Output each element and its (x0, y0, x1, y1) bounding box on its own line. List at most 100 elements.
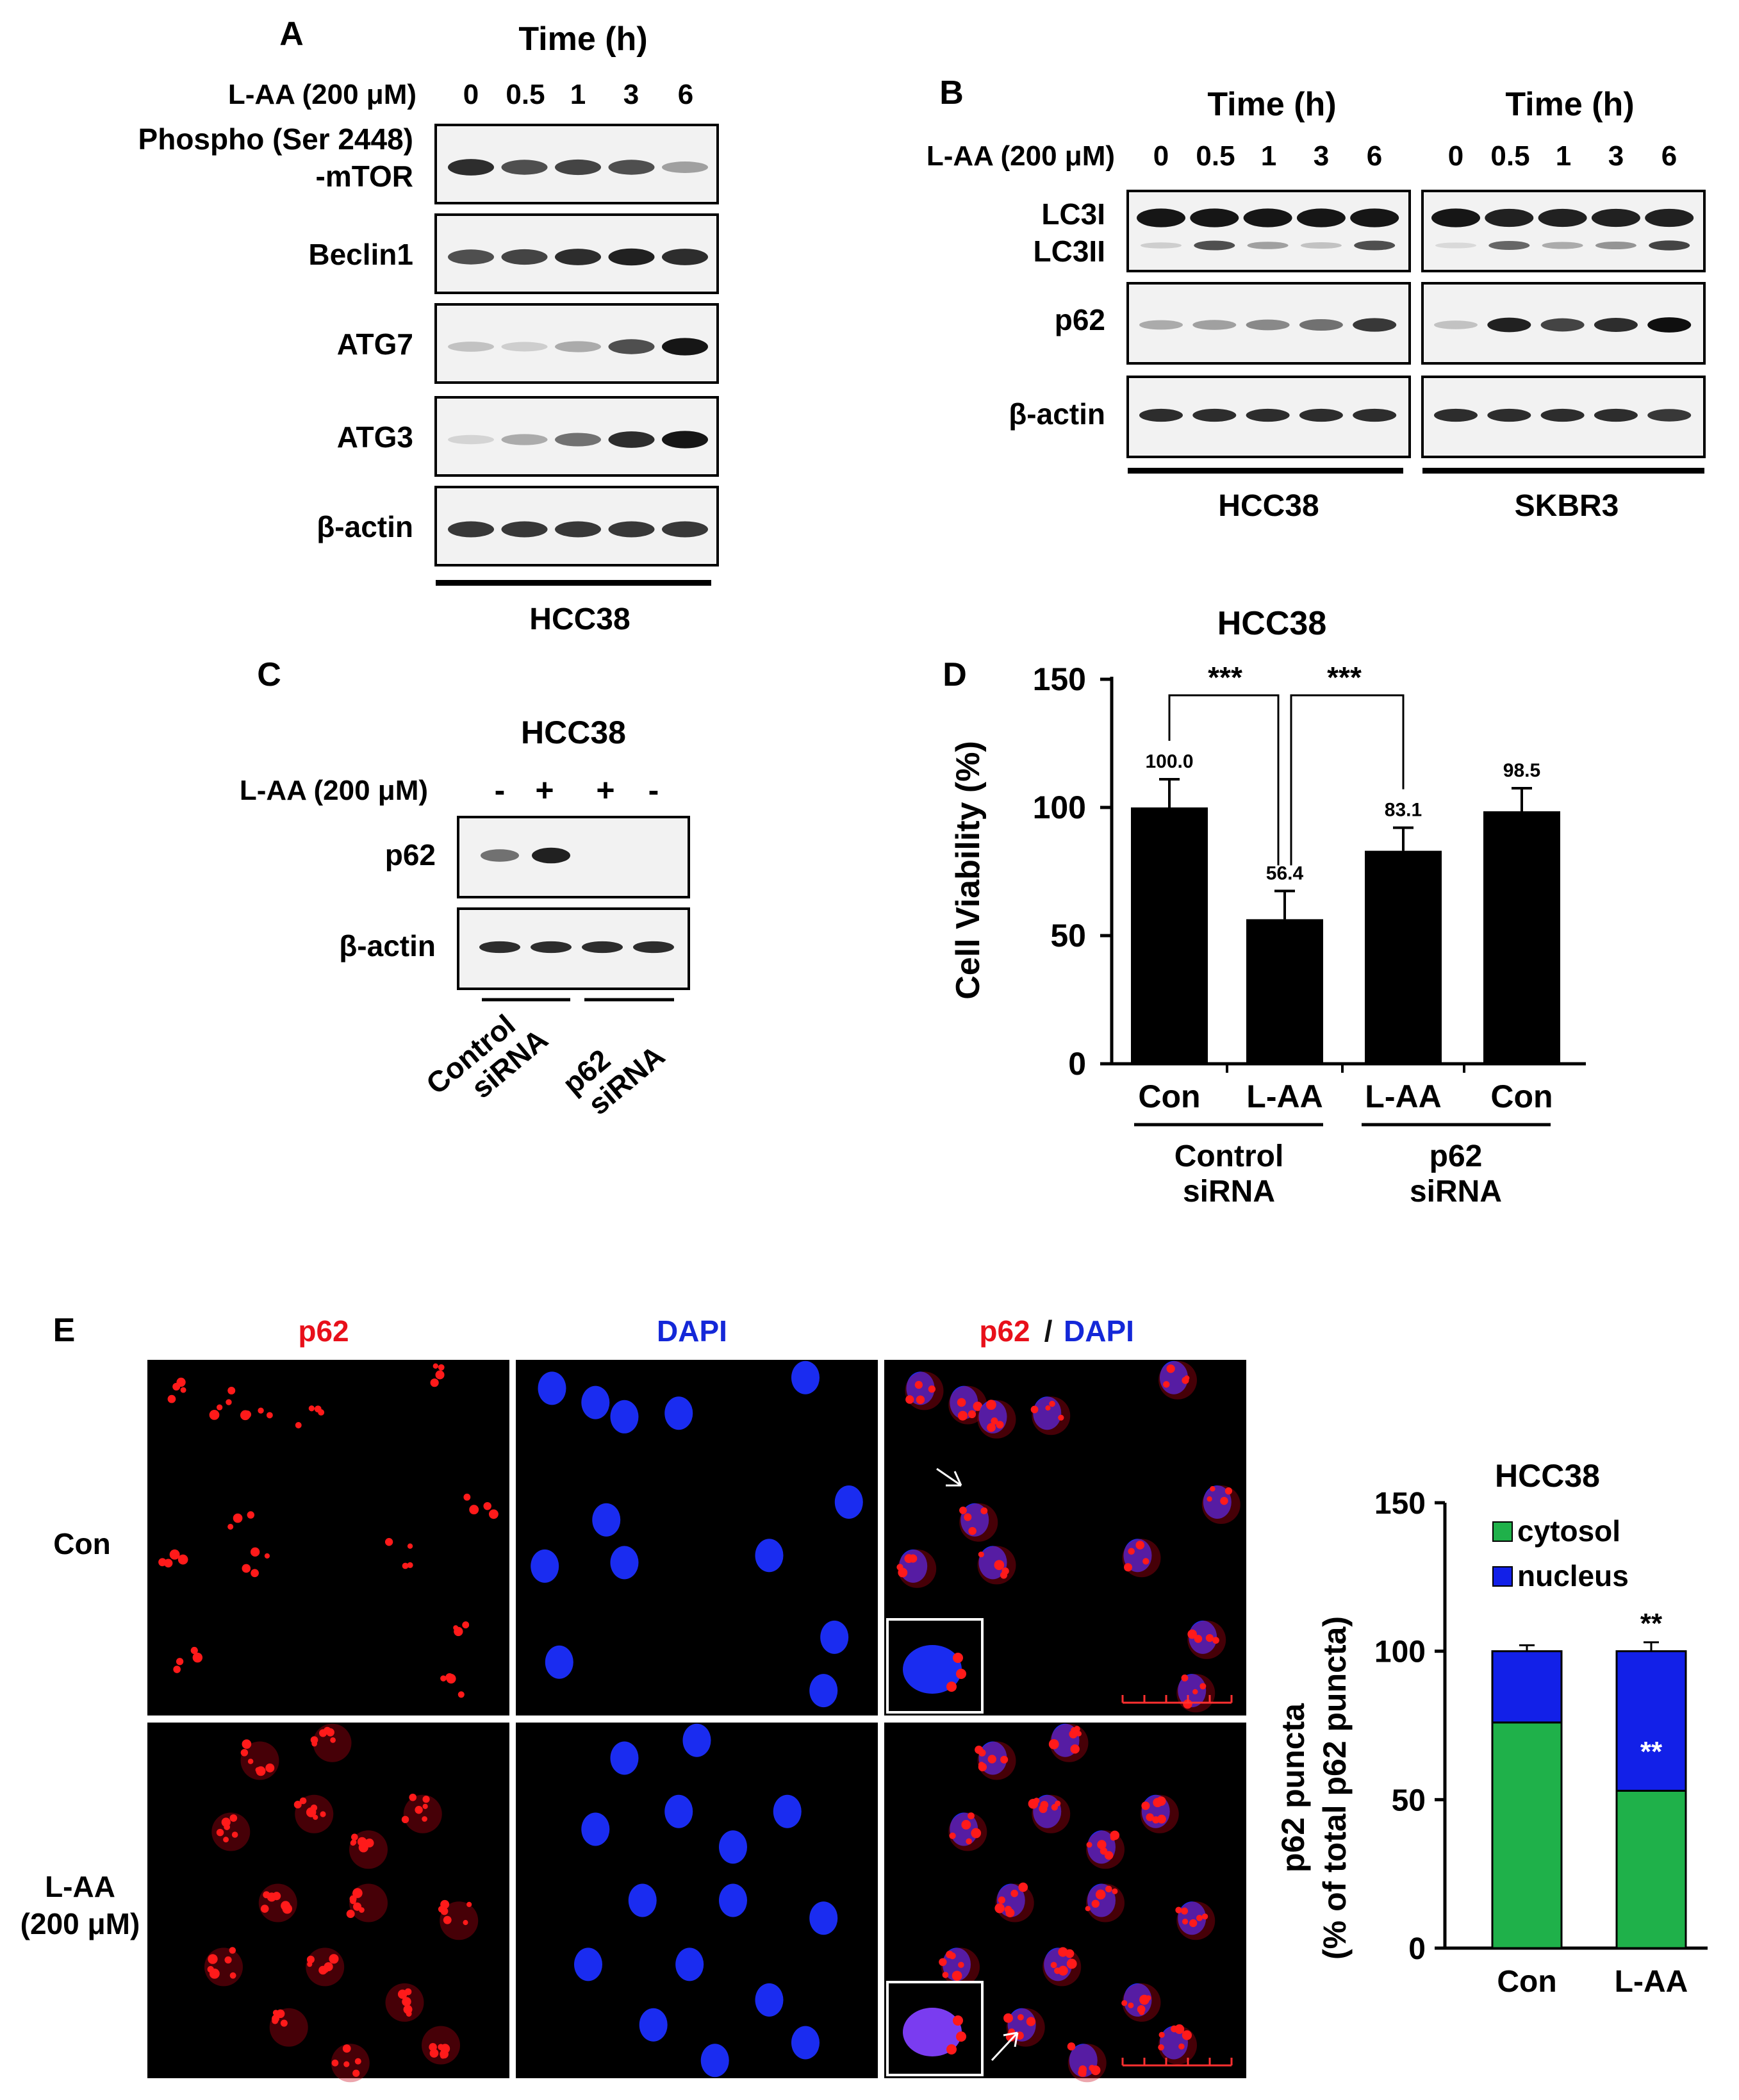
panel-e-nucleus-0-1-2 (610, 1400, 639, 1434)
panel-e-nucleus-0-1-12 (809, 1674, 838, 1708)
panel-b-band-actin-skbr3-3 (1594, 408, 1638, 422)
panel-e-p62-dot-0-2-3-0 (1030, 1405, 1039, 1414)
panel-a-band-3-2 (555, 433, 601, 447)
panel-e-nucleus-1-1-8 (809, 1901, 838, 1935)
panel-e-p62-dot-1-0-9-4 (306, 1955, 315, 1964)
panel-e-nucleus-0-2-6 (1203, 1485, 1232, 1519)
panel-e-p62-dot-1-0-7-1 (350, 1897, 356, 1905)
panel-d-x-tick-label-0: Con (1138, 1079, 1200, 1114)
panel-e-p62-dot-1-0-12-5 (272, 2010, 279, 2016)
panel-e-image-r1-c0 (147, 1723, 509, 2078)
panel-b-band-lc3ii-hcc38-3 (1300, 242, 1342, 249)
panel-a-time-0: 0 (463, 79, 479, 110)
panel-e-p62-dot-1-2-10-4 (946, 1951, 953, 1958)
panel-e-y-axis-label: p62 puncta (1275, 1703, 1311, 1873)
panel-b-band-actin-hcc38-0 (1139, 408, 1183, 422)
panel-a-band-1-4 (662, 249, 708, 265)
panel-e-p62-dot-1-2-12-5 (1003, 2013, 1013, 2023)
panel-e-p62-dot-0-2-6-3 (1207, 1496, 1212, 1502)
panel-a-band-3-0 (448, 434, 494, 445)
panel-e-p62-dot-1-2-8-1 (1189, 1919, 1198, 1928)
panel-e-p62-dot-1-0-14-4 (429, 2049, 439, 2058)
panel-e-p62-dot-1-2-4-3 (968, 1812, 975, 1819)
panel-e-p62-dot-1-2-0-5 (1070, 1744, 1080, 1754)
panel-b-band-lc3i-hcc38-1 (1190, 208, 1239, 227)
panel-e-p62-dot-0-2-10-1 (1194, 1635, 1203, 1643)
panel-b-band-actin-skbr3-0 (1434, 408, 1478, 422)
panel-b-time-skbr3-3: 3 (1608, 140, 1624, 172)
panel-e-p62-dot-1-2-0-4 (1071, 1727, 1077, 1733)
panel-a-band-4-2 (555, 521, 601, 538)
panel-e-p62-dot-1-2-5-0 (1141, 1801, 1150, 1810)
panel-e-p62-dot-0-0-11-2 (173, 1666, 181, 1673)
panel-e-p62-dot-0-0-8-0 (251, 1569, 259, 1578)
panel-e-nucleus-0-1-4 (791, 1360, 820, 1394)
panel-e-p62-dot-1-0-10-2 (224, 1956, 232, 1964)
panel-e-p62-dot-0-0-9-2 (384, 1538, 393, 1546)
panel-e-p62-dot-1-2-11-5 (1145, 1995, 1151, 2001)
panel-b-band-p62-hcc38-4 (1353, 318, 1397, 332)
panel-d-bar-3 (1483, 811, 1560, 1064)
panel-b-band-p62-skbr3-1 (1487, 317, 1531, 333)
panel-e-p62-dot-0-0-10-1 (462, 1621, 470, 1629)
panel-b-band-lc3ii-skbr3-3 (1595, 241, 1636, 250)
panel-e-p62-dot-1-2-5-1 (1157, 1814, 1166, 1824)
panel-e-p62-dot-1-0-8-1 (463, 1920, 468, 1926)
panel-d-y-tick-label-3: 150 (1033, 661, 1086, 697)
panel-e-p62-dot-0-0-2-1 (243, 1410, 252, 1419)
panel-e-p62-dot-1-0-9-2 (329, 1954, 339, 1964)
panel-e-p62-dot-1-2-7-1 (1085, 1906, 1091, 1912)
panel-e-p62-haze-1-0-6 (258, 1883, 297, 1922)
panel-e-p62-dot-1-0-10-0 (229, 1972, 236, 1979)
panel-e-p62-dot-0-0-4-1 (438, 1364, 445, 1371)
panel-a-blot-label-0-b: -mTOR (316, 160, 414, 193)
panel-e-p62-dot-1-0-3-1 (351, 1833, 358, 1841)
panel-e-p62-dot-0-0-12-2 (440, 1675, 447, 1682)
panel-a-band-1-2 (555, 249, 601, 265)
panel-e-p62-dot-1-2-10-3 (939, 1958, 947, 1966)
panel-e-p62-dot-1-2-10-2 (952, 1971, 962, 1981)
panel-b-actin-label: β-actin (1009, 397, 1105, 431)
panel-e-p62-dot-0-0-1-2 (226, 1399, 232, 1405)
panel-e-p62-dot-0-0-3-2 (295, 1422, 302, 1428)
panel-e-p62-dot-1-2-11-2 (1121, 2000, 1128, 2006)
panel-e-inset-dot-0-2 (946, 1682, 957, 1692)
panel-b-p62-label: p62 (1055, 303, 1105, 336)
panel-b-time-skbr3-0: 0 (1448, 140, 1463, 172)
panel-e-p62-dot-0-2-8-2 (978, 1551, 984, 1558)
panel-e-p62-dot-0-2-9-2 (1142, 1558, 1150, 1565)
panel-e-p62-dot-1-2-0-0 (1048, 1739, 1059, 1749)
panel-e-p62-dot-0-0-11-0 (190, 1646, 198, 1655)
panel-e-chart-title: HCC38 (1495, 1458, 1600, 1494)
panel-b-cell-line-hcc38: HCC38 (1218, 489, 1319, 523)
panel-a-band-0-4 (662, 161, 708, 173)
panel-e-p62-dot-1-0-5-2 (422, 1803, 428, 1809)
panel-e-p62-dot-1-2-14-1 (1182, 2030, 1192, 2040)
panel-e-p62-dot-1-2-14-5 (1158, 2044, 1164, 2051)
panel-e-p62-dot-1-2-12-1 (1026, 2017, 1036, 2026)
panel-e-p62-dot-0-2-3-1 (1058, 1414, 1064, 1421)
panel-e-p62-dot-0-2-0-0 (914, 1380, 923, 1389)
panel-b-time-skbr3-2: 1 (1556, 140, 1571, 172)
panel-b-band-lc3i-hcc38-2 (1243, 208, 1292, 227)
panel-e-p62-dot-1-2-4-5 (962, 1820, 969, 1826)
panel-d-sig-label-1: *** (1327, 661, 1362, 694)
panel-e-p62-dot-1-2-1-2 (978, 1762, 987, 1772)
panel-e-p62-dot-1-0-1-2 (242, 1739, 252, 1749)
panel-e-p62-dot-1-2-3-5 (1104, 1851, 1114, 1860)
panel-e-nucleus-1-2-14 (1160, 2026, 1188, 2060)
panel-b-time-title-skbr3: Time (h) (1505, 86, 1634, 123)
panel-e-p62-dot-0-0-7-3 (169, 1549, 180, 1560)
panel-b-time-hcc38-1: 0.5 (1196, 140, 1235, 172)
panel-a-blots: Phospho (Ser 2448) -mTOR Beclin1 ATG7 ATG3 β-… (138, 122, 719, 566)
panel-e-nucleus-1-1-2 (664, 1794, 693, 1828)
panel-e-p62-dot-0-2-9-1 (1124, 1563, 1132, 1572)
panel-b-band-p62-skbr3-0 (1434, 320, 1478, 329)
panel-b-time-hcc38-0: 0 (1153, 140, 1169, 172)
panel-e-p62-dot-0-2-5-2 (959, 1506, 967, 1514)
panel-e-p62-haze-1-0-4 (211, 1812, 251, 1851)
panel-b-band-lc3ii-hcc38-2 (1247, 242, 1289, 249)
panel-e-nucleus-0-1-0 (538, 1371, 566, 1405)
panel-a-band-4-1 (501, 521, 548, 538)
panel-e-p62-dot-0-2-1-0 (957, 1410, 968, 1421)
